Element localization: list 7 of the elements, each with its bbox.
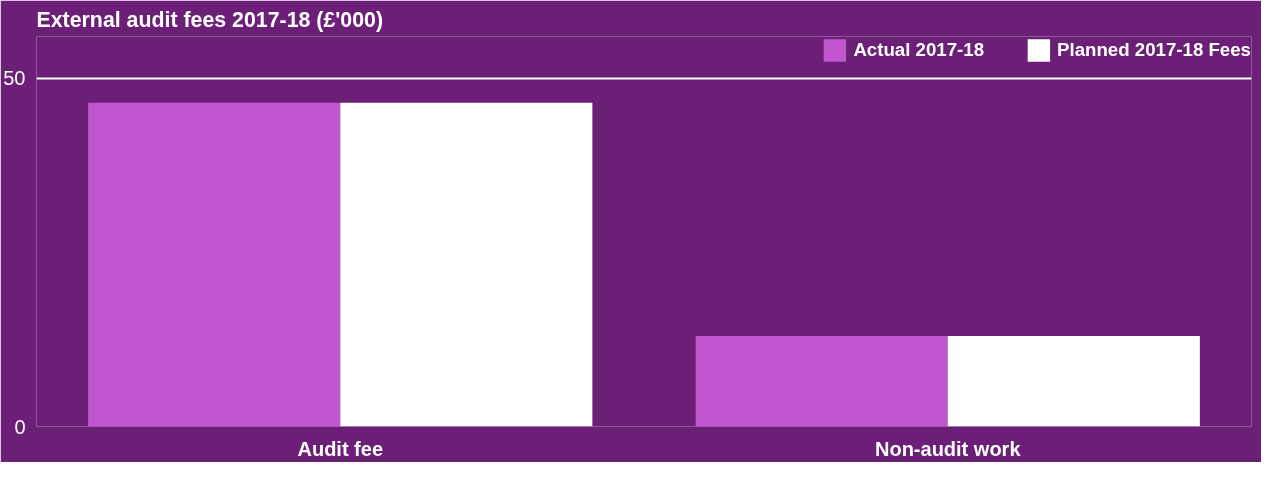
legend-label: Planned 2017-18 Fees [1057, 39, 1251, 61]
y-tick-label: 50 [3, 67, 26, 90]
x-tick-label: Audit fee [297, 437, 384, 460]
legend-label: Actual 2017-18 [853, 39, 985, 61]
chart-title: External audit fees 2017-18 (£'000) [36, 7, 383, 32]
y-tick-label: 0 [14, 415, 26, 438]
x-tick-label: Non-audit work [874, 437, 1022, 460]
